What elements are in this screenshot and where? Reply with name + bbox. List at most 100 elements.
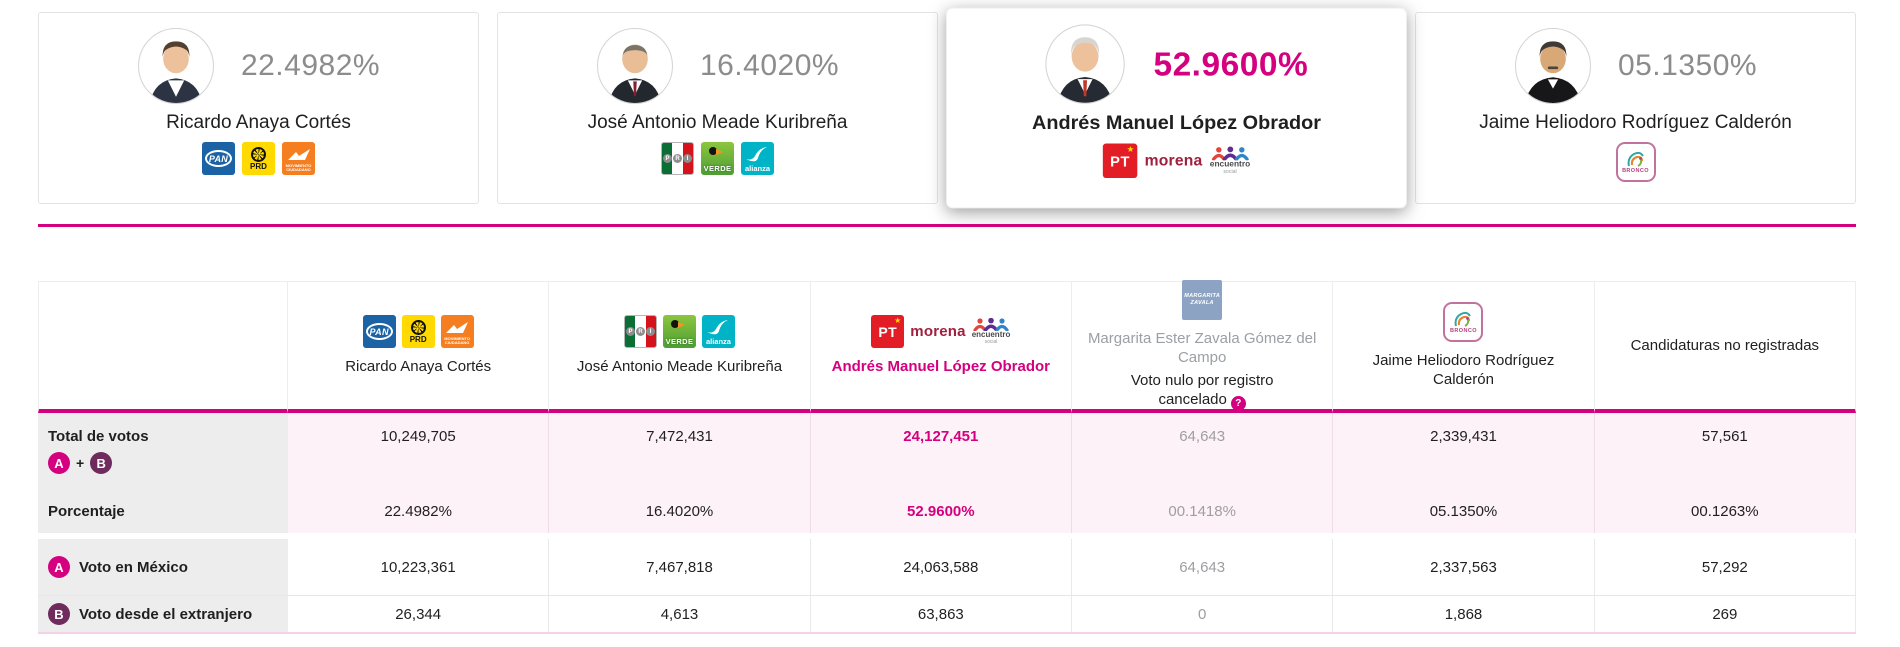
table-cell-total-meade: 7,472,431	[549, 413, 811, 495]
table-cell-total-anaya: 10,249,705	[288, 413, 550, 495]
table-cell-pct-zavala: 00.1418%	[1072, 495, 1334, 533]
pes-label: encuentro	[971, 330, 1011, 339]
candidate-name: José Antonio Meade Kuribreña	[587, 112, 848, 133]
column-candidate-name: Jaime Heliodoro Rodríguez Calderón	[1372, 352, 1555, 388]
pri-letter: R	[673, 154, 682, 163]
null-vote-note: Voto nulo por registro cancelado?	[1097, 371, 1307, 411]
candidate-photo-anaya	[137, 28, 214, 104]
label-with-badge: B Voto desde el extranjero	[48, 603, 252, 625]
table-cell-pct-anaya: 22.4982%	[288, 495, 550, 533]
column-candidate-name: José Antonio Meade Kuribreña	[576, 358, 783, 375]
column-candidate-name: Andrés Manuel López Obrador	[831, 358, 1050, 375]
candidate-percentage: 16.4020%	[699, 49, 840, 82]
pri-letter: I	[683, 154, 692, 163]
table-cell-ext-anaya: 26,344	[288, 596, 550, 632]
encuentro-social-logo-icon: encuentro social	[971, 318, 1011, 345]
column-header-amlo: PT ★ morena encuentro social Andrés Manue…	[810, 281, 1072, 413]
column-header-no-registradas: Candidaturas no registradas	[1594, 281, 1856, 413]
toucan-icon	[670, 320, 685, 330]
party-logos: P R I VERDE alianza	[661, 142, 774, 175]
table-cell-ext-amlo: 63,863	[810, 596, 1072, 632]
morena-label: morena	[1144, 151, 1203, 170]
candidate-photo-meade	[596, 28, 673, 104]
row-label-text: Porcentaje	[48, 503, 125, 520]
movimiento-ciudadano-logo-icon: MOVIMIENTO CIUDADANO	[440, 315, 474, 348]
candidate-card-amlo[interactable]: 52.9600% Andrés Manuel López Obrador PT ★…	[946, 7, 1407, 209]
pri-logo-icon: P R I	[623, 315, 657, 348]
candidate-card-meade[interactable]: 16.4020% José Antonio Meade Kuribreña P …	[497, 12, 938, 204]
row-label-porcentaje: Porcentaje	[38, 495, 288, 533]
table-cell-mx-meade: 7,467,818	[549, 539, 811, 596]
nueva-alianza-logo-icon: alianza	[701, 315, 735, 348]
column-header-anaya: PAN PRD MOVIMIENTO CIUDADANO Ricardo Ana…	[288, 281, 550, 413]
table-cell-pct-noreg: 00.1263%	[1594, 495, 1856, 533]
pt-star-icon: ★	[894, 316, 902, 325]
prd-sun-icon	[251, 146, 266, 162]
candidate-percentage: 05.1350%	[1617, 49, 1758, 82]
candidate-card-anaya[interactable]: 22.4982% Ricardo Anaya Cortés PAN PRD MO…	[38, 12, 479, 204]
pan-logo-icon: PAN	[362, 315, 396, 348]
pri-logo-icon: P R I	[661, 142, 694, 175]
table-cell-total-zavala: 64,643	[1072, 413, 1334, 495]
card-top: 22.4982%	[137, 27, 380, 105]
candidate-percentage: 52.9600%	[1153, 44, 1309, 83]
pt-star-icon: ★	[1126, 144, 1135, 154]
candidate-name: Ricardo Anaya Cortés	[166, 112, 351, 133]
mc-eagle-icon	[446, 322, 469, 333]
table-cell-pct-amlo: 52.9600%	[810, 495, 1072, 533]
badge-b-icon: B	[48, 603, 70, 625]
table-cell-ext-jaime: 1,868	[1333, 596, 1595, 632]
pes-figures-icon	[973, 318, 1009, 331]
badge-a-icon: A	[48, 556, 70, 578]
zavala-label: MARGARITA ZAVALA	[1184, 293, 1221, 306]
column-candidate-name: Ricardo Anaya Cortés	[345, 358, 492, 375]
na-swoosh-icon	[746, 147, 767, 162]
bronco-label: BRONCO	[1622, 168, 1649, 174]
candidate-percentage: 22.4982%	[240, 49, 381, 82]
table-cell-ext-noreg: 269	[1594, 596, 1856, 632]
table-bottom-strip	[38, 632, 1856, 634]
pes-sublabel: social	[1223, 168, 1237, 175]
badge-row: A + B	[48, 452, 113, 474]
pvem-logo-icon: VERDE	[662, 315, 696, 348]
candidate-name: Jaime Heliodoro Rodríguez Calderón	[1479, 112, 1792, 133]
candidate-cards-row: 22.4982% Ricardo Anaya Cortés PAN PRD MO…	[38, 7, 1856, 209]
prd-sun-icon	[410, 319, 426, 335]
na-swoosh-icon	[706, 320, 728, 335]
table-cell-mx-anaya: 10,223,361	[288, 539, 550, 596]
mc-label: MOVIMIENTO CIUDADANO	[285, 163, 312, 172]
pvem-label: VERDE	[703, 164, 732, 173]
bronco-horse-icon	[1455, 311, 1472, 327]
column-candidate-name: Candidaturas no registradas	[1630, 337, 1820, 354]
candidate-name: Andrés Manuel López Obrador	[1031, 112, 1322, 135]
morena-label: morena	[910, 323, 966, 340]
column-header-meade: P R I VERDE alianza José Antonio Meade K…	[549, 281, 811, 413]
pri-letter: R	[635, 327, 645, 336]
page-content: 22.4982% Ricardo Anaya Cortés PAN PRD MO…	[38, 7, 1856, 634]
pri-letter: I	[645, 327, 655, 336]
candidate-photo-amlo	[1045, 24, 1126, 104]
bronco-label: BRONCO	[1450, 328, 1477, 334]
card-top: 52.9600%	[1045, 23, 1308, 105]
pt-logo-icon: PT ★	[1102, 143, 1138, 179]
table-cell-total-noreg: 57,561	[1594, 413, 1856, 495]
table-cell-mx-noreg: 57,292	[1594, 539, 1856, 596]
pri-letter: P	[663, 154, 672, 163]
table-cell-mx-jaime: 2,337,563	[1333, 539, 1595, 596]
pt-logo-icon: PT ★	[871, 315, 905, 348]
prd-label: PRD	[250, 161, 267, 171]
candidate-card-bronco[interactable]: 05.1350% Jaime Heliodoro Rodríguez Calde…	[1415, 12, 1856, 204]
row-label-text: Voto desde el extranjero	[79, 605, 253, 623]
table-cell-mx-amlo: 24,063,588	[810, 539, 1072, 596]
movimiento-ciudadano-logo-icon: MOVIMIENTO CIUDADANO	[282, 142, 315, 175]
na-label: alianza	[705, 337, 731, 346]
bronco-logo-icon: BRONCO	[1615, 142, 1656, 182]
pan-label: PAN	[205, 150, 232, 167]
help-icon[interactable]: ?	[1230, 396, 1246, 411]
pan-logo-icon: PAN	[202, 142, 235, 175]
toucan-icon	[709, 147, 723, 157]
null-vote-text: Voto nulo por registro cancelado	[1130, 372, 1274, 408]
row-label-text: Total de votos	[48, 428, 149, 445]
prd-logo-icon: PRD	[401, 315, 435, 348]
pri-letter: P	[625, 327, 635, 336]
